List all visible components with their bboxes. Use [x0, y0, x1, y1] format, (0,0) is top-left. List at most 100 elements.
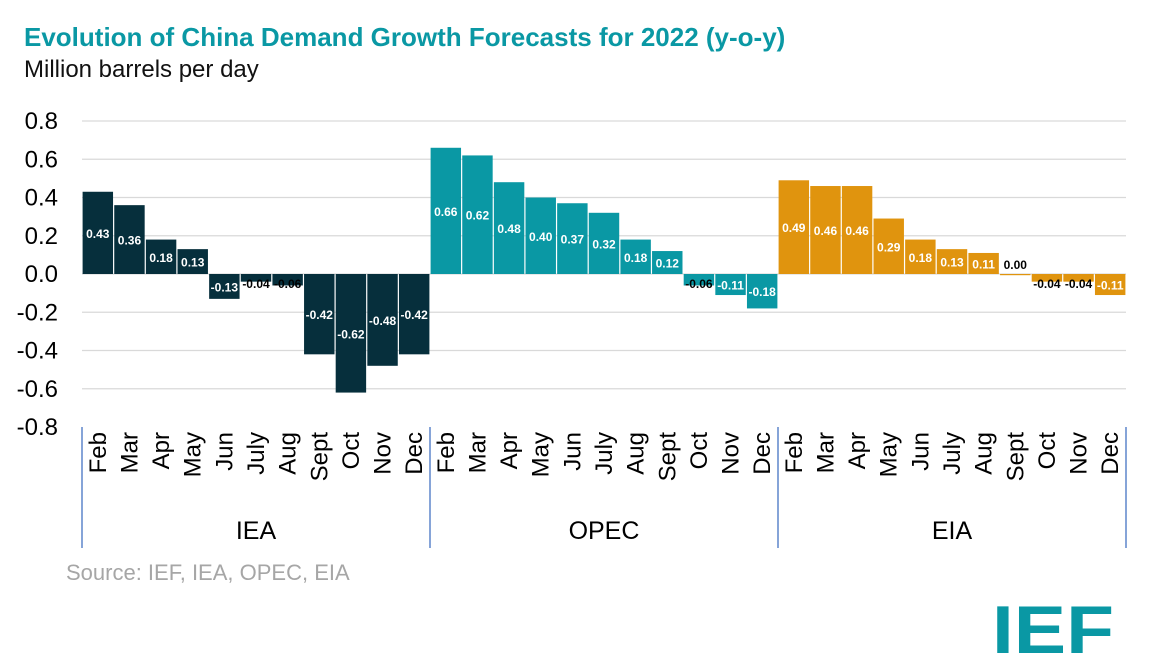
data-label: -0.48 [369, 314, 397, 328]
bar-opec-sept [652, 251, 683, 274]
x-tick-label: Nov [718, 432, 745, 475]
bar-iea-aug [272, 274, 303, 286]
data-label: 0.48 [497, 222, 521, 236]
data-label: 0.12 [656, 257, 680, 271]
data-label: -0.11 [1097, 279, 1124, 293]
x-tick-label: May [180, 432, 207, 477]
x-tick-label: July [243, 432, 270, 475]
x-tick-label: Jun [559, 432, 586, 471]
bar-iea-feb [82, 191, 114, 274]
data-label: 0.43 [86, 227, 110, 241]
data-label: 0.29 [877, 240, 901, 254]
y-tick-label: 0.8 [25, 108, 58, 135]
bar-eia-oct [1031, 274, 1063, 282]
data-label: 0.13 [181, 256, 205, 270]
data-label: 0.46 [814, 224, 838, 238]
bar-eia-apr [841, 186, 873, 274]
y-tick-label: -0.4 [17, 338, 58, 365]
group-label-eia: EIA [932, 517, 973, 545]
x-tick-label: Mar [116, 432, 143, 473]
x-tick-label: Sept [306, 432, 333, 482]
bar-chart: 0.8 0.6 0.4 0.2 0.0 -0.2 -0.4 -0.6 -0.8 0.43 0.36… [17, 108, 1127, 548]
x-tick-label: Aug [623, 432, 650, 475]
bar-opec-aug [620, 239, 651, 274]
data-label: 0.40 [529, 230, 553, 244]
data-label: 0.62 [466, 209, 490, 223]
y-tick-label: -0.8 [17, 414, 58, 441]
bar-eia-feb [778, 180, 810, 274]
data-label: 0.37 [561, 233, 585, 247]
x-tick-label: May [528, 432, 555, 477]
data-label: -0.04 [1065, 277, 1093, 291]
chart-subtitle: Million barrels per day [24, 56, 259, 83]
bar-opec-may [525, 197, 556, 274]
bar-iea-apr [145, 239, 177, 274]
x-tick-label: Aug [275, 432, 302, 475]
data-label: 0.66 [434, 205, 458, 219]
y-tick-label: 0.0 [25, 261, 58, 288]
bar-opec-oct [683, 274, 715, 286]
x-tick-label: May [876, 432, 903, 477]
y-tick-label: 0.2 [25, 223, 58, 250]
data-label: 0.18 [149, 251, 173, 265]
bar-iea-july [240, 274, 272, 282]
bar-eia-nov [1063, 274, 1094, 282]
bar-iea-oct [335, 274, 367, 393]
data-label: -0.42 [401, 308, 429, 322]
chart-title: Evolution of China Demand Growth Forecas… [24, 22, 786, 52]
source-note: Source: IEF, IEA, OPEC, EIA [66, 560, 350, 585]
x-tick-label: Dec [401, 432, 428, 475]
group-label-opec: OPEC [569, 517, 640, 545]
bar-eia-july [936, 249, 968, 274]
x-tick-label: Feb [85, 432, 112, 473]
data-label: 0.13 [940, 256, 964, 270]
data-label: -0.13 [211, 280, 239, 294]
svg-text:IEF: IEF [992, 598, 1114, 656]
bar-opec-mar [462, 155, 493, 274]
x-tick-label: Jun [211, 432, 238, 471]
bar-eia-dec [1094, 274, 1126, 296]
data-label: -0.06 [685, 277, 713, 291]
data-label: 0.18 [624, 251, 648, 265]
bar-opec-nov [715, 274, 746, 296]
x-tick-label: Apr [148, 432, 175, 469]
x-tick-label: Feb [433, 432, 460, 473]
data-label: -0.42 [306, 308, 334, 322]
bar-iea-jun [209, 274, 240, 299]
data-label: -0.62 [337, 327, 365, 341]
data-label: -0.06 [274, 277, 302, 291]
bar-opec-apr [493, 182, 525, 274]
y-tick-label: -0.2 [17, 299, 58, 326]
data-label: 0.18 [909, 251, 933, 265]
data-label: 0.46 [845, 224, 869, 238]
x-tick-label: Dec [749, 432, 776, 475]
x-tick-label: Sept [1002, 432, 1029, 482]
x-tick-label: Oct [338, 432, 365, 470]
data-label: -0.18 [749, 285, 777, 299]
bar-iea-dec [398, 274, 430, 355]
bar-iea-sept [304, 274, 335, 355]
bar-iea-nov [367, 274, 398, 366]
y-axis-ticks: 0.8 0.6 0.4 0.2 0.0 -0.2 -0.4 -0.6 -0.8 [17, 108, 58, 441]
data-label: 0.36 [118, 234, 142, 248]
x-tick-label: Feb [781, 432, 808, 473]
data-label: -0.11 [717, 279, 744, 293]
bar-eia-aug [968, 252, 999, 274]
bars [82, 147, 1126, 393]
x-tick-label: Aug [971, 432, 998, 475]
ief-logo: IEF [992, 598, 1114, 656]
bar-eia-mar [810, 186, 841, 274]
x-tick-label: July [939, 432, 966, 475]
bar-eia-jun [905, 239, 936, 274]
data-label: 0.32 [592, 237, 616, 251]
x-tick-label: Apr [496, 432, 523, 469]
bar-opec-dec [746, 274, 778, 309]
data-label: 0.00 [1004, 258, 1028, 272]
x-tick-label: Oct [686, 432, 713, 470]
bar-opec-feb [430, 147, 462, 274]
group-label-iea: IEA [236, 517, 277, 545]
x-tick-label: Mar [464, 432, 491, 473]
x-tick-label: Nov [1066, 432, 1093, 475]
y-tick-label: 0.4 [25, 185, 58, 212]
x-tick-label: Apr [844, 432, 871, 469]
